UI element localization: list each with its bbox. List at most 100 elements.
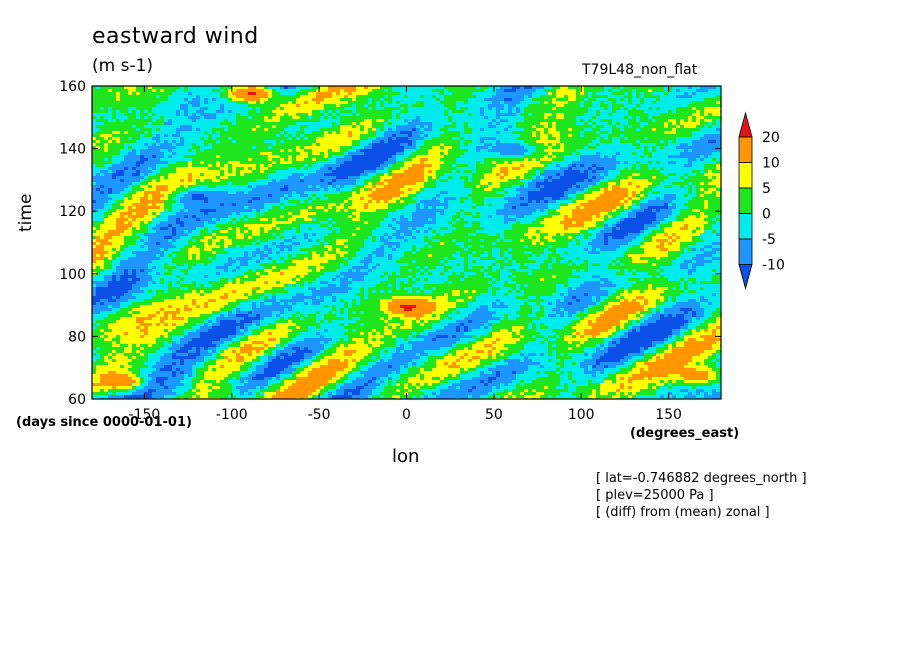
field-cell <box>112 122 117 126</box>
field-cell <box>416 170 421 174</box>
field-cell <box>292 86 297 90</box>
field-cell <box>468 143 473 147</box>
field-cell <box>92 89 97 93</box>
field-cell <box>208 98 213 102</box>
field-cell <box>668 113 673 117</box>
field-cell <box>612 161 617 165</box>
field-cell <box>100 167 105 171</box>
field-cell <box>116 155 121 159</box>
field-cell <box>340 101 345 105</box>
field-cell <box>692 125 697 129</box>
field-cell <box>656 98 661 102</box>
field-cell <box>584 140 589 144</box>
field-cell <box>628 173 633 177</box>
field-cell <box>372 152 377 156</box>
field-cell <box>136 125 141 129</box>
field-cell <box>96 170 101 174</box>
field-cell <box>224 125 229 129</box>
field-cell <box>276 89 281 93</box>
field-cell <box>280 179 285 183</box>
field-cell <box>484 98 489 102</box>
field-cell <box>352 134 357 138</box>
field-cell <box>196 125 201 129</box>
field-cell <box>628 155 633 159</box>
field-cell <box>228 170 233 174</box>
field-cell <box>316 89 321 93</box>
field-cell <box>404 134 409 138</box>
field-cell <box>344 89 349 93</box>
field-cell <box>484 155 489 159</box>
field-cell <box>236 119 241 123</box>
field-cell <box>372 134 377 138</box>
field-cell <box>384 149 389 153</box>
field-cell <box>612 86 617 90</box>
field-cell <box>96 128 101 132</box>
field-cell <box>484 167 489 171</box>
field-cell <box>572 128 577 132</box>
field-cell <box>252 167 257 171</box>
field-cell <box>100 95 105 99</box>
field-cell <box>276 122 281 126</box>
field-cell <box>460 173 465 177</box>
field-cell <box>92 149 97 153</box>
field-cell <box>208 173 213 177</box>
field-cell <box>392 119 397 123</box>
field-cell <box>240 155 245 159</box>
field-cell <box>164 146 169 150</box>
field-cell <box>680 113 685 117</box>
field-cell <box>436 164 441 168</box>
field-cell <box>568 170 573 174</box>
field-cell <box>660 131 665 135</box>
field-cell <box>572 104 577 108</box>
field-cell <box>516 113 521 117</box>
field-cell <box>436 161 441 165</box>
field-cell <box>220 113 225 117</box>
field-cell <box>680 143 685 147</box>
field-cell <box>296 104 301 108</box>
field-cell <box>432 122 437 126</box>
field-cell <box>548 125 553 129</box>
field-cell <box>312 176 317 180</box>
field-cell <box>236 128 241 132</box>
field-cell <box>372 107 377 111</box>
field-cell <box>716 113 721 117</box>
field-cell <box>152 164 157 168</box>
field-cell <box>520 104 525 108</box>
field-cell <box>520 128 525 132</box>
field-cell <box>564 113 569 117</box>
field-cell <box>336 113 341 117</box>
field-cell <box>272 89 277 93</box>
field-cell <box>672 86 677 90</box>
field-cell <box>592 131 597 135</box>
field-cell <box>204 101 209 105</box>
field-cell <box>388 131 393 135</box>
field-cell <box>564 143 569 147</box>
field-cell <box>388 92 393 96</box>
field-cell <box>512 122 517 126</box>
field-cell <box>476 104 481 108</box>
field-cell <box>380 173 385 177</box>
field-cell <box>284 92 289 96</box>
field-cell <box>128 89 133 93</box>
field-cell <box>544 137 549 141</box>
field-cell <box>136 158 141 162</box>
field-cell <box>100 158 105 162</box>
field-cell <box>220 122 225 126</box>
field-cell <box>600 119 605 123</box>
field-cell <box>672 131 677 135</box>
field-cell <box>228 164 233 168</box>
field-cell <box>164 86 169 90</box>
field-cell <box>280 155 285 159</box>
field-cell <box>480 89 485 93</box>
field-cell <box>396 104 401 108</box>
field-cell <box>652 158 657 162</box>
field-cell <box>588 101 593 105</box>
field-cell <box>152 104 157 108</box>
field-cell <box>708 110 713 114</box>
field-cell <box>116 131 121 135</box>
field-cell <box>704 113 709 117</box>
field-cell <box>716 143 721 147</box>
field-cell <box>112 152 117 156</box>
field-cell <box>676 176 681 180</box>
field-cell <box>548 101 553 105</box>
